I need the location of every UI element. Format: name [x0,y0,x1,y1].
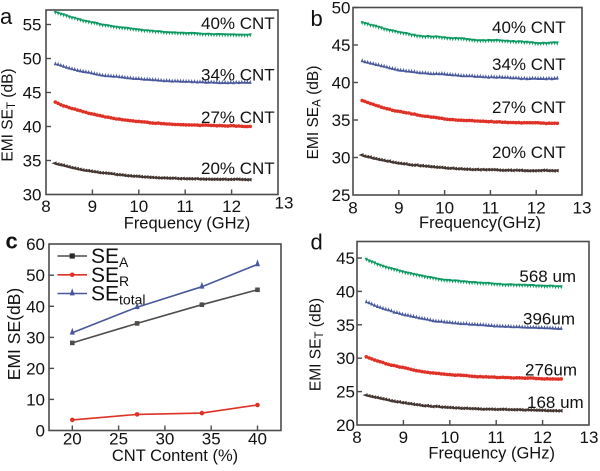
svg-text:30: 30 [23,186,42,205]
svg-text:11: 11 [176,197,194,216]
svg-text:11: 11 [487,428,505,447]
svg-text:12: 12 [222,197,241,216]
svg-text:55: 55 [23,16,42,35]
svg-text:9: 9 [399,428,408,447]
svg-text:13: 13 [275,194,294,213]
svg-text:40% CNT: 40% CNT [201,14,275,33]
svg-text:50: 50 [23,50,42,69]
svg-text:40: 40 [23,118,42,137]
svg-text:27% CNT: 27% CNT [201,108,275,127]
svg-text:8: 8 [348,199,357,218]
svg-text:35: 35 [336,316,355,335]
svg-text:30: 30 [332,149,351,168]
svg-text:10: 10 [129,197,148,216]
svg-text:40% CNT: 40% CNT [492,18,566,37]
svg-text:30: 30 [26,328,45,347]
svg-text:Frequency (GHz): Frequency (GHz) [124,215,251,233]
svg-text:34% CNT: 34% CNT [492,55,566,74]
svg-text:20: 20 [63,429,82,448]
svg-text:40: 40 [248,429,267,448]
svg-text:27% CNT: 27% CNT [492,98,566,117]
svg-text:Frequency (GHz): Frequency (GHz) [428,445,555,463]
svg-text:EMI SEA (dB): EMI SEA (dB) [305,66,324,160]
svg-text:CNT Content (%): CNT Content (%) [112,447,238,465]
svg-text:34% CNT: 34% CNT [201,66,275,85]
svg-text:60: 60 [26,235,45,254]
svg-text:20% CNT: 20% CNT [492,143,566,162]
svg-text:EMI SE(dB): EMI SE(dB) [4,288,24,380]
svg-text:30: 30 [336,349,355,368]
svg-text:12: 12 [533,428,552,447]
svg-text:0: 0 [36,422,45,441]
svg-text:25: 25 [332,186,351,205]
svg-text:9: 9 [88,197,97,216]
svg-text:13: 13 [580,428,599,447]
svg-text:10: 10 [435,199,454,218]
svg-text:40: 40 [332,74,351,93]
svg-text:9: 9 [394,199,403,218]
svg-text:20: 20 [336,416,355,435]
svg-text:20: 20 [26,359,45,378]
svg-text:20% CNT: 20% CNT [201,159,275,178]
svg-text:168 um: 168 um [527,393,584,412]
svg-text:45: 45 [336,249,355,268]
svg-text:276um: 276um [525,361,577,380]
svg-text:8: 8 [41,197,50,216]
svg-text:d: d [311,230,323,255]
svg-text:10: 10 [440,428,459,447]
svg-text:40: 40 [336,282,355,301]
svg-text:35: 35 [332,111,351,130]
svg-text:b: b [311,6,323,31]
svg-text:13: 13 [573,199,592,218]
svg-text:50: 50 [332,0,351,18]
svg-text:25: 25 [336,383,355,402]
svg-text:396um: 396um [523,310,575,329]
svg-text:35: 35 [202,429,221,448]
svg-text:12: 12 [527,199,546,218]
svg-text:50: 50 [26,266,45,285]
svg-text:c: c [6,229,18,254]
svg-text:EMI SET (dB): EMI SET (dB) [308,298,327,391]
svg-text:11: 11 [482,199,500,218]
svg-text:8: 8 [352,428,361,447]
svg-text:45: 45 [23,84,42,103]
svg-text:25: 25 [109,429,128,448]
svg-text:568 um: 568 um [519,267,576,286]
svg-text:35: 35 [23,152,42,171]
svg-text:10: 10 [26,390,45,409]
svg-text:45: 45 [332,36,351,55]
svg-text:EMI SET (dB): EMI SET (dB) [0,68,18,161]
svg-text:Frequency(GHz): Frequency(GHz) [419,214,541,232]
svg-text:40: 40 [26,297,45,316]
svg-text:a: a [0,4,13,29]
svg-text:30: 30 [155,429,174,448]
